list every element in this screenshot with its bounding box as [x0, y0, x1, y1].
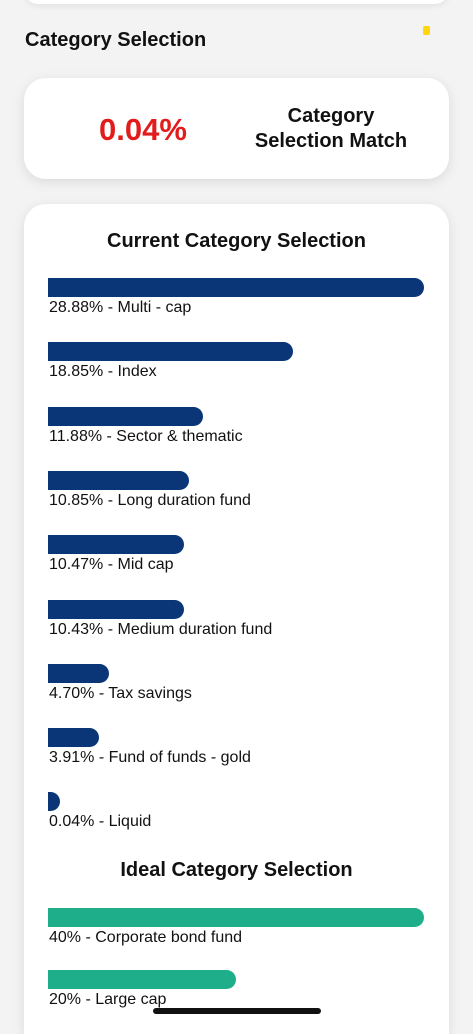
ideal-selection-heading: Ideal Category Selection — [120, 859, 353, 881]
current-category-row: 3.91% - Fund of funds - gold — [48, 728, 428, 778]
current-category-bar — [48, 278, 424, 297]
current-category-label: 0.04% - Liquid — [49, 813, 152, 831]
current-category-label: 28.88% - Multi - cap — [49, 299, 192, 316]
ideal-category-label: 40% - Corporate bond fund — [49, 929, 243, 946]
current-category-bar — [48, 599, 184, 619]
category-selection-card: Current Category Selection 28.88% - Mult… — [24, 204, 449, 1034]
current-category-bar — [48, 728, 99, 748]
current-category-label: 11.88% - Sector & thematic — [49, 427, 243, 445]
current-category-bar — [48, 406, 203, 426]
current-category-label: 3.91% - Fund of funds - gold — [49, 749, 251, 767]
current-category-row: 28.88% - Multi - cap — [48, 278, 428, 328]
current-category-row: 11.88% - Sector & thematic — [48, 406, 428, 457]
current-category-label: 10.47% - Mid cap — [49, 556, 174, 574]
match-label-line1: Category — [287, 105, 375, 127]
previous-card-edge — [24, 0, 449, 4]
current-category-label: 10.43% - Medium duration fund — [49, 620, 273, 638]
current-category-row: 18.85% - Index — [48, 342, 428, 392]
yellow-indicator-icon — [423, 26, 430, 35]
current-category-bar — [48, 792, 60, 812]
current-category-row: 10.47% - Mid cap — [48, 535, 428, 585]
ideal-category-row: 20% - Large cap — [48, 970, 428, 1020]
home-indicator[interactable] — [153, 1008, 321, 1014]
current-category-row: 0.04% - Liquid — [48, 792, 428, 842]
current-category-bar — [48, 663, 110, 683]
ideal-category-row: 40% - Corporate bond fund — [48, 908, 428, 958]
current-category-label: 18.85% - Index — [49, 363, 157, 381]
match-label-line2: Selection Match — [254, 130, 408, 152]
page-title: Category Selection — [25, 29, 207, 51]
current-category-row: 10.85% - Long duration fund — [48, 470, 428, 521]
match-label: Category Selection Match — [236, 104, 426, 154]
current-category-row: 4.70% - Tax savings — [48, 663, 428, 714]
current-selection-heading: Current Category Selection — [107, 230, 366, 252]
current-category-bar — [48, 535, 185, 555]
ideal-category-label: 20% - Large cap — [49, 991, 167, 1008]
ideal-category-bar — [48, 970, 236, 989]
current-category-bar — [48, 470, 190, 490]
category-match-card: 0.04% Category Selection Match — [24, 78, 449, 179]
current-category-label: 10.85% - Long duration fund — [49, 491, 251, 509]
current-category-label: 4.70% - Tax savings — [49, 684, 192, 702]
current-category-row: 10.43% - Medium duration fund — [48, 599, 428, 650]
current-category-bar — [48, 342, 294, 362]
ideal-category-bar — [48, 908, 424, 927]
match-percentage: 0.04% — [99, 112, 187, 147]
